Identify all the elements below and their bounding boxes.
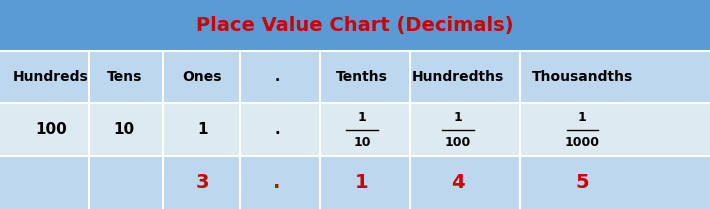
Text: .: . — [274, 122, 280, 137]
Text: 1000: 1000 — [564, 136, 600, 149]
Text: 4: 4 — [451, 173, 465, 192]
Text: Tenths: Tenths — [336, 70, 388, 84]
Text: 3: 3 — [195, 173, 209, 192]
Bar — [0, 0, 710, 51]
Text: 1: 1 — [197, 122, 207, 137]
Text: Place Value Chart (Decimals): Place Value Chart (Decimals) — [196, 16, 514, 35]
Text: 1: 1 — [358, 111, 366, 124]
Text: 100: 100 — [36, 122, 67, 137]
Text: Thousandths: Thousandths — [532, 70, 633, 84]
Text: 10: 10 — [114, 122, 135, 137]
Text: Hundreds: Hundreds — [13, 70, 89, 84]
Bar — [0, 103, 710, 156]
Text: 1: 1 — [355, 173, 369, 192]
Bar — [0, 51, 710, 103]
Text: 1: 1 — [578, 111, 586, 124]
Bar — [0, 156, 710, 209]
Text: 10: 10 — [354, 136, 371, 149]
Text: Tens: Tens — [106, 70, 142, 84]
Text: Ones: Ones — [182, 70, 222, 84]
Text: 5: 5 — [575, 173, 589, 192]
Text: .: . — [274, 70, 280, 84]
Text: Hundredths: Hundredths — [412, 70, 504, 84]
Text: .: . — [273, 173, 280, 192]
Text: 100: 100 — [445, 136, 471, 149]
Text: 1: 1 — [454, 111, 462, 124]
